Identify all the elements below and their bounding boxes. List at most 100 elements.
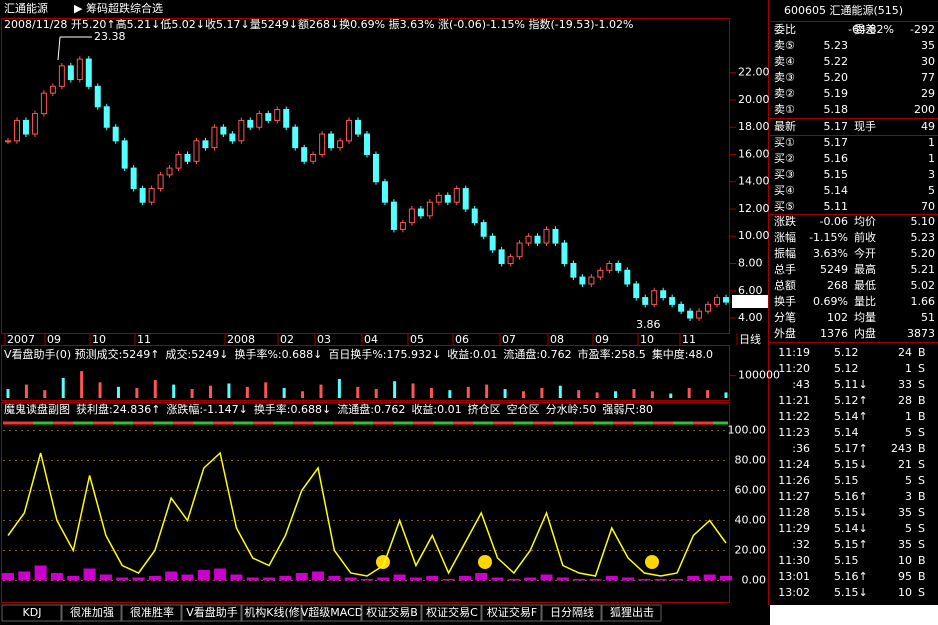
candle — [444, 194, 451, 203]
candle — [453, 188, 460, 203]
label: S — [918, 426, 925, 439]
menu: ▶ 筹码超跌综合选 — [74, 1, 163, 15]
candle — [166, 167, 173, 176]
candle — [211, 126, 218, 149]
volume-bar — [135, 387, 139, 398]
volume-bar — [669, 393, 673, 398]
y-tick-label: 0.00 — [742, 574, 767, 587]
frames — [1, 0, 938, 605]
label: 内盘 — [854, 326, 876, 340]
tab-label: 很准胜率 — [130, 605, 174, 619]
tab[interactable] — [361, 604, 422, 622]
label: B — [918, 394, 926, 407]
tab[interactable] — [301, 604, 362, 622]
candle — [76, 58, 83, 81]
label: 卖③ — [774, 71, 795, 84]
y-tick-label: 60.00 — [735, 484, 767, 497]
candle — [408, 208, 415, 224]
label: 35 — [898, 506, 912, 519]
last-box — [732, 295, 768, 308]
candle — [364, 133, 370, 155]
tab[interactable] — [541, 604, 602, 622]
turnover-bar — [246, 577, 259, 581]
x-tick-label: 11 — [682, 333, 696, 346]
volume-bar — [282, 387, 286, 398]
label: 30 — [921, 55, 935, 68]
label: 11:20 — [778, 362, 810, 375]
turnover-bar — [50, 573, 63, 581]
turnover-bar — [671, 579, 684, 581]
tab[interactable] — [481, 604, 542, 622]
label: 总额 — [774, 278, 796, 292]
candle — [678, 303, 685, 312]
candle — [714, 297, 721, 305]
tab[interactable] — [421, 604, 482, 622]
label: 1 — [905, 362, 912, 375]
label: -1.15% — [809, 231, 848, 244]
header-item: 百日换手%:175.932↓ — [328, 347, 441, 361]
header-item: 强弱尺:80 — [602, 403, 653, 416]
candle — [498, 249, 505, 264]
label: 5.18 — [824, 103, 849, 116]
tab[interactable] — [241, 604, 302, 622]
turnover-bar — [687, 576, 700, 581]
turnover-bar — [475, 573, 488, 581]
y-tick-label: 22.00 — [738, 66, 770, 79]
label: 5 — [905, 522, 912, 535]
candle — [381, 181, 388, 203]
candle — [561, 242, 568, 264]
volume-bar — [503, 389, 507, 398]
candle — [355, 119, 362, 135]
label: 51 — [921, 311, 935, 324]
candle — [58, 65, 65, 87]
tab[interactable] — [61, 604, 122, 622]
candle — [328, 133, 335, 149]
volume-bar — [650, 391, 654, 398]
volume-bar — [540, 387, 544, 398]
label: 5249 — [820, 263, 848, 276]
label: 3.63% — [813, 247, 848, 260]
candle — [543, 228, 550, 244]
candle — [705, 303, 712, 312]
candle — [696, 310, 703, 319]
stock-name: 汇通能源 — [4, 1, 48, 15]
tab[interactable] — [1, 604, 62, 622]
turnover-bar — [83, 568, 96, 581]
x-tick-label: 10 — [640, 333, 654, 346]
label: 1 — [928, 152, 935, 165]
turnover-bar — [230, 574, 243, 581]
y-tick-label: 100.00 — [728, 424, 767, 437]
volume-bar — [98, 382, 102, 398]
label: 5 — [905, 474, 912, 487]
main-frame — [1, 18, 730, 334]
turnover-bar — [67, 576, 80, 581]
label: 5.02 — [911, 279, 936, 292]
candle — [220, 126, 227, 135]
turnover-bar — [426, 576, 439, 581]
tab[interactable] — [181, 604, 242, 622]
candle — [22, 119, 29, 135]
turnover-bar — [263, 577, 276, 581]
label: S — [918, 538, 925, 551]
candle — [372, 153, 379, 183]
candle — [507, 256, 514, 264]
turnover-bar — [328, 576, 341, 581]
turnover-bar — [344, 577, 357, 581]
y-tick-label: 18.00 — [738, 120, 770, 133]
volume-bar — [356, 386, 360, 398]
candle — [130, 167, 137, 190]
volume-bar — [301, 391, 305, 398]
label: :36 — [792, 442, 810, 455]
label: 1376 — [820, 327, 848, 340]
tab[interactable] — [121, 604, 182, 622]
y-tick-label: 20.00 — [738, 93, 770, 106]
candle — [40, 92, 47, 115]
candle — [633, 283, 640, 299]
label: 10 — [898, 586, 912, 599]
candle — [346, 119, 353, 142]
label: :32 — [792, 538, 810, 551]
turnover-bar — [214, 568, 227, 581]
label: 11:28 — [778, 506, 810, 519]
tab[interactable] — [601, 604, 662, 622]
